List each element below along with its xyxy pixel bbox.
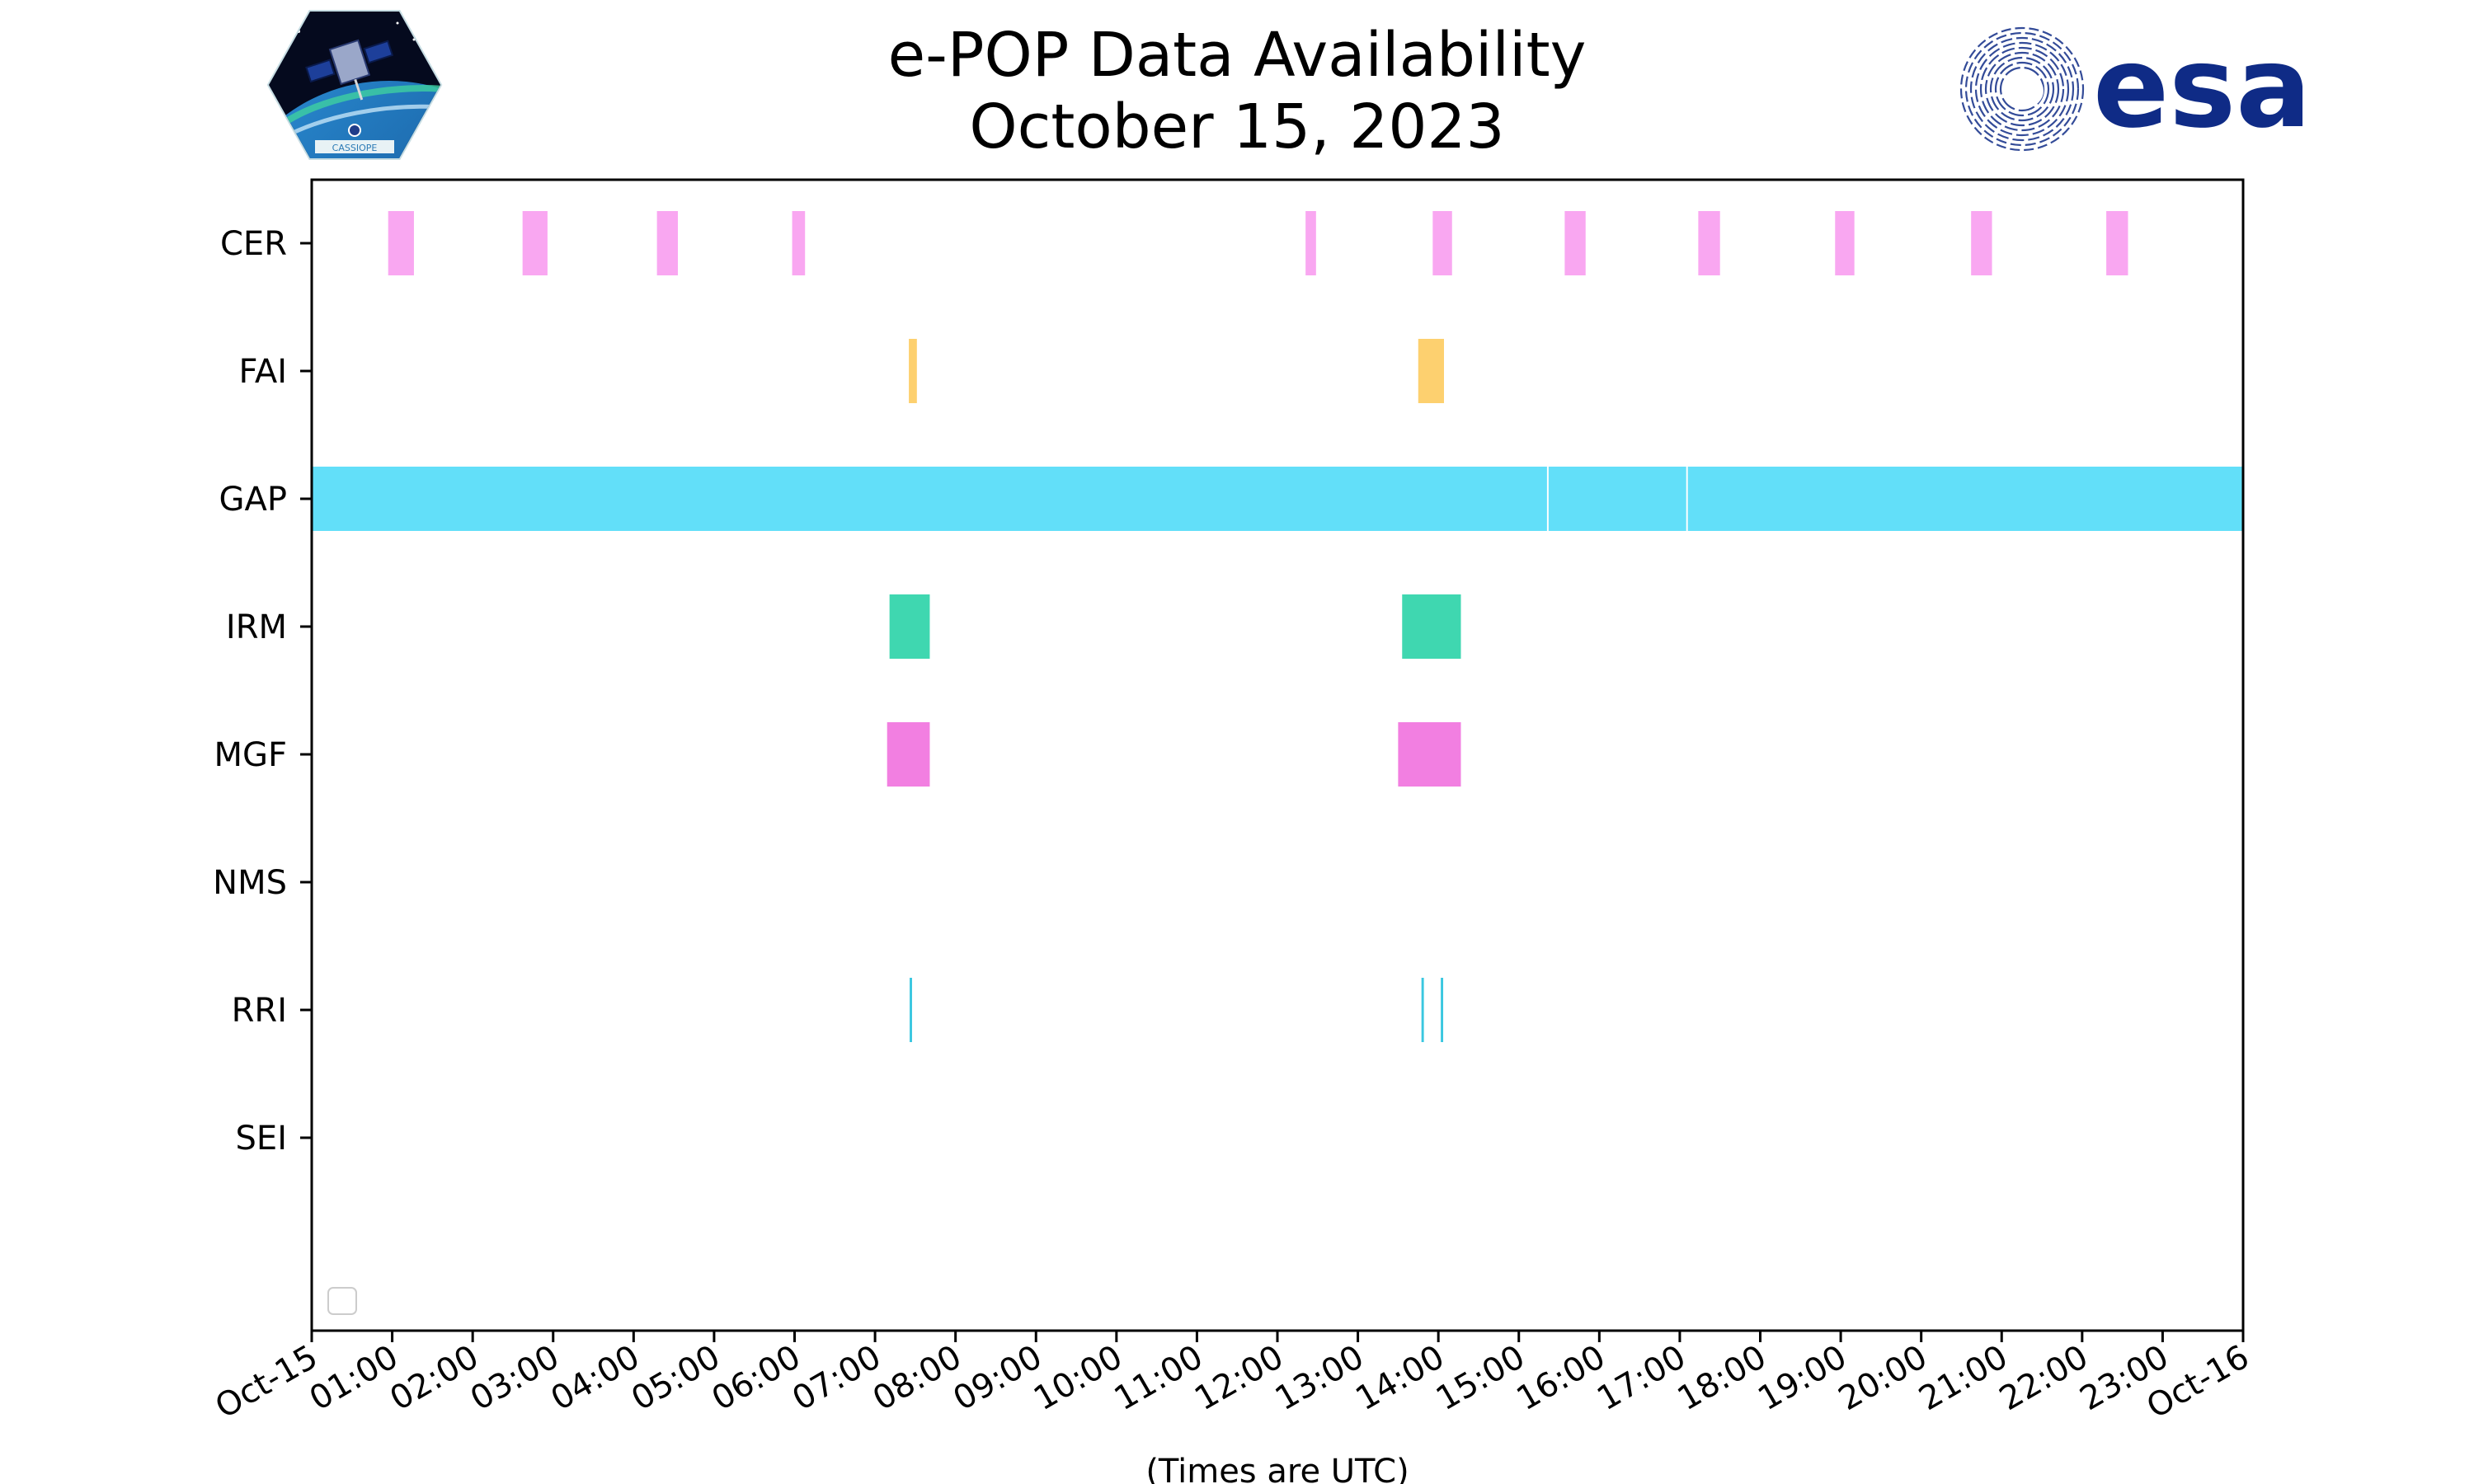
bar-cer-5 bbox=[1432, 211, 1452, 275]
bar-rri-1 bbox=[1421, 978, 1424, 1042]
cassiope-logo-text: CASSIOPE bbox=[332, 143, 378, 153]
x-tick-label-21: 21:00 bbox=[1912, 1338, 2014, 1418]
x-tick-label-18: 18:00 bbox=[1672, 1338, 1773, 1418]
x-tick-label-14: 14:00 bbox=[1349, 1338, 1451, 1418]
x-tick-label-1: 01:00 bbox=[303, 1338, 405, 1418]
bar-cer-10 bbox=[2106, 211, 2128, 275]
y-tick-label-sei: SEI bbox=[236, 1120, 287, 1158]
chart-title-line-2: October 15, 2023 bbox=[969, 92, 1505, 162]
bar-cer-4 bbox=[1305, 211, 1316, 275]
x-axis: Oct-1501:0002:0003:0004:0005:0006:0007:0… bbox=[209, 1331, 2255, 1426]
x-tick-label-3: 03:00 bbox=[464, 1338, 566, 1418]
x-tick-label-13: 13:00 bbox=[1269, 1338, 1371, 1418]
x-tick-label-11: 11:00 bbox=[1108, 1338, 1210, 1418]
x-tick-label-15: 15:00 bbox=[1430, 1338, 1531, 1418]
bar-irm-1 bbox=[1402, 594, 1461, 659]
x-tick-label-16: 16:00 bbox=[1510, 1338, 1611, 1418]
x-tick-label-19: 19:00 bbox=[1752, 1338, 1853, 1418]
bar-cer-8 bbox=[1835, 211, 1855, 275]
interval-bars bbox=[312, 211, 2243, 1042]
x-tick-label-2: 02:00 bbox=[383, 1338, 485, 1418]
x-tick-label-10: 10:00 bbox=[1028, 1338, 1129, 1418]
plot-frame bbox=[310, 178, 2245, 1332]
y-tick-label-irm: IRM bbox=[226, 608, 287, 646]
bar-cer-3 bbox=[792, 211, 806, 275]
x-tick-label-6: 06:00 bbox=[706, 1338, 807, 1418]
y-tick-label-fai: FAI bbox=[239, 353, 288, 391]
bar-gap-0 bbox=[312, 467, 1547, 531]
x-tick-label-17: 17:00 bbox=[1591, 1338, 1692, 1418]
cassiope-mission-logo-icon: CASSIOPE bbox=[266, 10, 443, 160]
x-tick-label-0: Oct-15 bbox=[209, 1338, 324, 1426]
legend-box bbox=[327, 1287, 357, 1315]
bar-mgf-1 bbox=[1398, 722, 1461, 787]
x-tick-label-7: 07:00 bbox=[786, 1338, 887, 1418]
bar-cer-0 bbox=[388, 211, 414, 275]
bar-cer-1 bbox=[522, 211, 548, 275]
chart-title-line-1: e-POP Data Availability bbox=[887, 20, 1587, 91]
bar-gap-1 bbox=[1548, 467, 1686, 531]
bar-mgf-0 bbox=[887, 722, 930, 787]
bar-rri-0 bbox=[910, 978, 912, 1042]
bar-cer-6 bbox=[1564, 211, 1586, 275]
y-tick-label-nms: NMS bbox=[213, 864, 287, 902]
y-tick-label-cer: CER bbox=[220, 225, 287, 263]
x-tick-label-22: 22:00 bbox=[1993, 1338, 2095, 1418]
x-tick-label-12: 12:00 bbox=[1188, 1338, 1290, 1418]
y-axis: CER FAI GAP IRM MGF NMS RRI SEI bbox=[213, 225, 312, 1158]
bar-gap-2 bbox=[1687, 467, 2243, 531]
bar-fai-0 bbox=[909, 339, 917, 403]
x-axis-label: (Times are UTC) bbox=[1145, 1453, 1409, 1484]
bar-cer-9 bbox=[1971, 211, 1992, 275]
x-tick-label-4: 04:00 bbox=[544, 1338, 646, 1418]
x-tick-label-8: 08:00 bbox=[867, 1338, 968, 1418]
bar-cer-7 bbox=[1698, 211, 1720, 275]
bar-fai-1 bbox=[1418, 339, 1444, 403]
x-tick-label-9: 09:00 bbox=[947, 1338, 1048, 1418]
y-tick-label-rri: RRI bbox=[232, 992, 287, 1030]
esa-logo-text: esa bbox=[2093, 23, 2302, 153]
bar-cer-2 bbox=[656, 211, 679, 275]
bar-rri-2 bbox=[1441, 978, 1444, 1042]
bar-irm-0 bbox=[889, 594, 930, 659]
x-tick-label-20: 20:00 bbox=[1832, 1338, 1934, 1418]
y-tick-label-gap: GAP bbox=[219, 481, 287, 519]
esa-logo-icon: esa bbox=[1959, 23, 2302, 153]
x-tick-label-5: 05:00 bbox=[625, 1338, 727, 1418]
y-tick-label-mgf: MGF bbox=[214, 736, 287, 774]
